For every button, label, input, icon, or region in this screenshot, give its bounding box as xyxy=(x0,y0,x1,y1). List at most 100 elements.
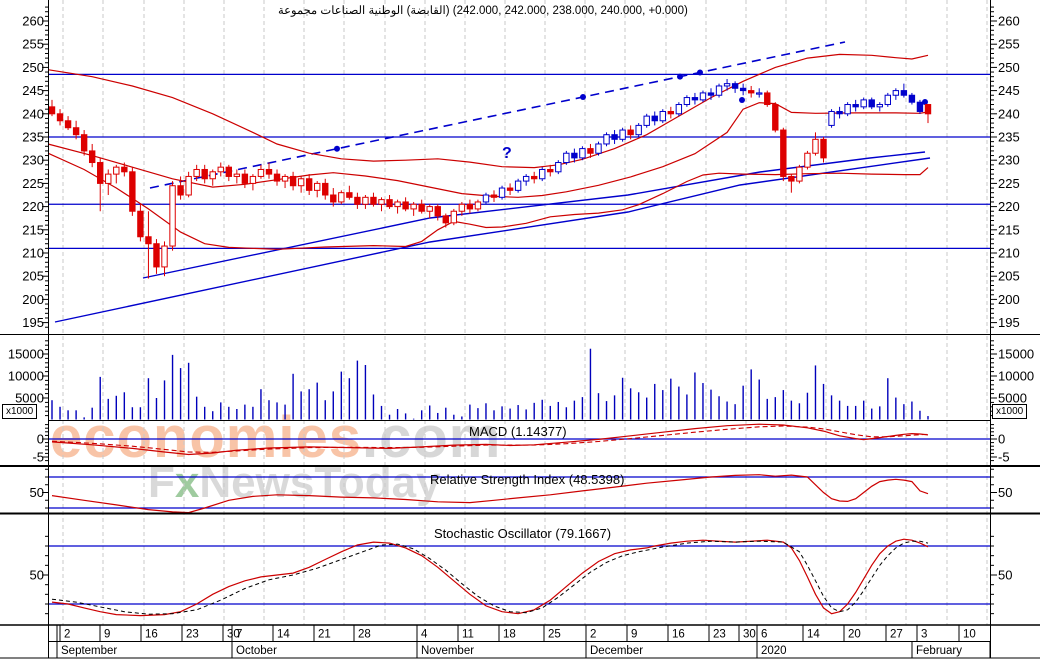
svg-text:20: 20 xyxy=(848,629,861,641)
svg-text:14: 14 xyxy=(277,629,290,641)
svg-text:9: 9 xyxy=(631,629,637,641)
svg-text:18: 18 xyxy=(503,629,516,641)
support-resistance-lines xyxy=(48,73,991,250)
volume-bars xyxy=(51,348,929,420)
svg-text:50: 50 xyxy=(30,568,44,583)
trendline-pivot-dot xyxy=(677,73,683,80)
svg-text:220: 220 xyxy=(998,199,1020,214)
svg-text:28: 28 xyxy=(358,629,371,641)
svg-text:2: 2 xyxy=(590,629,596,641)
svg-text:200: 200 xyxy=(22,292,44,307)
svg-text:260: 260 xyxy=(998,14,1020,29)
svg-text:2020: 2020 xyxy=(761,645,787,657)
svg-text:240: 240 xyxy=(22,106,44,121)
svg-text:215: 215 xyxy=(998,222,1020,237)
svg-text:?: ? xyxy=(502,145,512,162)
svg-text:October: October xyxy=(236,645,277,657)
svg-text:16: 16 xyxy=(672,629,685,641)
svg-text:255: 255 xyxy=(998,37,1020,52)
trendlines xyxy=(54,41,931,323)
svg-text:220: 220 xyxy=(22,199,44,214)
svg-text:14: 14 xyxy=(807,629,820,641)
svg-text:September: September xyxy=(61,645,117,657)
macd-panel xyxy=(48,423,991,456)
svg-text:December: December xyxy=(590,645,643,657)
stochastic-label: Stochastic Oscillator (79.1667) xyxy=(434,526,612,541)
svg-text:February: February xyxy=(916,645,962,657)
svg-text:230: 230 xyxy=(22,153,44,168)
svg-text:2: 2 xyxy=(64,629,70,641)
stochastic-panel xyxy=(48,538,991,617)
svg-text:27: 27 xyxy=(890,629,903,641)
svg-text:240: 240 xyxy=(998,106,1020,121)
trendline-pivot-dot xyxy=(697,69,703,76)
svg-text:11: 11 xyxy=(462,629,474,641)
svg-text:30: 30 xyxy=(227,629,240,641)
svg-text:235: 235 xyxy=(22,130,44,145)
svg-text:5000: 5000 xyxy=(15,391,44,406)
svg-text:50: 50 xyxy=(998,485,1012,500)
rsi-panel xyxy=(48,474,991,514)
svg-text:23: 23 xyxy=(713,629,726,641)
svg-text:15000: 15000 xyxy=(998,347,1034,362)
svg-text:245: 245 xyxy=(22,83,44,98)
channel-upper-line xyxy=(142,151,926,279)
svg-text:195: 195 xyxy=(22,315,44,330)
svg-text:7: 7 xyxy=(236,629,242,641)
dashed-trendline xyxy=(149,41,846,189)
svg-text:November: November xyxy=(421,645,474,657)
svg-text:200: 200 xyxy=(998,292,1020,307)
svg-text:205: 205 xyxy=(998,269,1020,284)
svg-text:255: 255 xyxy=(22,37,44,52)
svg-text:50: 50 xyxy=(998,568,1012,583)
svg-text:0: 0 xyxy=(37,432,44,447)
svg-text:3: 3 xyxy=(921,629,927,641)
weekly-gridlines xyxy=(62,0,988,625)
svg-text:30: 30 xyxy=(743,629,756,641)
stoch-k-line xyxy=(51,538,929,617)
chart-title: مجموعة الصناعات الوطنية (القابضة) (242.0… xyxy=(278,3,688,17)
volume-unit-box-right: x1000 xyxy=(992,404,1028,419)
svg-text:9: 9 xyxy=(104,629,110,641)
date-axis: 2 9 16 23 307 14 21 28 4 11 18 25 2 9 16 23 30 6 14 20 27 3 10… xyxy=(56,625,991,658)
svg-text:6: 6 xyxy=(761,629,767,641)
svg-text:225: 225 xyxy=(22,176,44,191)
svg-text:0: 0 xyxy=(998,432,1005,447)
svg-text:205: 205 xyxy=(22,269,44,284)
instrument-name-word: الوطنية xyxy=(368,5,404,17)
svg-text:-5: -5 xyxy=(998,450,1010,465)
candles xyxy=(48,79,932,279)
svg-text:4: 4 xyxy=(421,629,428,641)
svg-text:225: 225 xyxy=(998,176,1020,191)
svg-text:10000: 10000 xyxy=(998,369,1034,384)
signal-dot xyxy=(739,97,745,103)
macd-signal-line xyxy=(51,425,929,453)
svg-text:-5: -5 xyxy=(32,450,44,465)
trendline-pivot-dot xyxy=(580,94,586,101)
macd-line xyxy=(51,423,929,456)
signal-dot xyxy=(922,99,928,105)
svg-text:215: 215 xyxy=(22,222,44,237)
svg-text:230: 230 xyxy=(998,153,1020,168)
svg-text:245: 245 xyxy=(998,83,1020,98)
svg-text:21: 21 xyxy=(318,629,331,641)
svg-text:235: 235 xyxy=(998,130,1020,145)
svg-text:195: 195 xyxy=(998,315,1020,330)
macd-label: MACD (1.14377) xyxy=(469,424,567,439)
rsi-label: Relative Strength Index (48.5398) xyxy=(430,472,625,487)
svg-text:250: 250 xyxy=(22,60,44,75)
svg-text:210: 210 xyxy=(22,246,44,261)
svg-text:25: 25 xyxy=(548,629,561,641)
svg-text:10000: 10000 xyxy=(8,369,44,384)
svg-text:260: 260 xyxy=(22,14,44,29)
instrument-name-word: مجموعة xyxy=(278,5,318,17)
volume-unit-box-left: x1000 xyxy=(2,404,38,419)
svg-text:250: 250 xyxy=(998,60,1020,75)
price-bands xyxy=(47,53,929,250)
rsi-line xyxy=(51,474,929,514)
svg-text:16: 16 xyxy=(145,629,158,641)
channel-lower-line xyxy=(54,157,931,323)
